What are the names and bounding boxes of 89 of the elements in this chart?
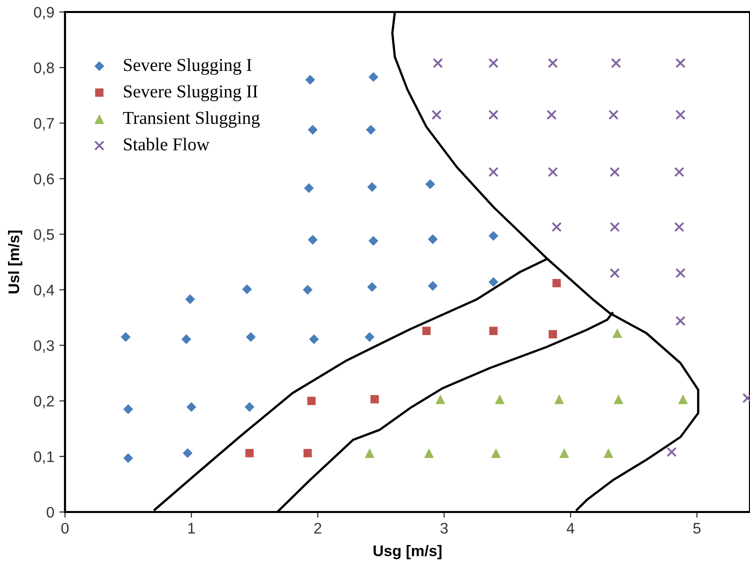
point	[304, 183, 314, 194]
point	[559, 448, 570, 458]
point	[436, 394, 446, 404]
point	[364, 448, 374, 458]
y-tick-label: 0,8	[34, 62, 54, 76]
point	[307, 396, 316, 406]
point	[367, 282, 378, 292]
legend-label: Transient Slugging	[123, 111, 260, 128]
y-tick-label: 0,3	[34, 340, 54, 353]
point	[422, 326, 431, 336]
point	[303, 448, 312, 458]
point	[305, 74, 316, 85]
point	[428, 234, 438, 244]
y-tick-label: 0,6	[34, 174, 54, 186]
y-tick-label: 0,1	[34, 451, 54, 464]
x-tick-label: 5	[693, 522, 701, 534]
point	[431, 110, 442, 120]
point	[675, 110, 686, 120]
point	[123, 404, 134, 414]
point	[424, 448, 434, 458]
point	[428, 280, 438, 291]
point	[367, 182, 378, 192]
point	[488, 277, 498, 287]
legend-label: Severe Slugging II	[124, 84, 258, 102]
y-tick-label: 0,4	[34, 284, 54, 298]
point	[308, 124, 318, 135]
point	[610, 222, 620, 232]
y-tick-label: 0,5	[34, 229, 54, 242]
point	[674, 166, 684, 178]
y-tick-label: 0,7	[34, 118, 54, 131]
point	[675, 268, 686, 278]
point	[546, 110, 557, 120]
point	[608, 110, 619, 120]
point	[246, 332, 256, 342]
point	[488, 166, 499, 178]
x-tick-label: 2	[314, 522, 322, 534]
point	[186, 402, 196, 412]
point	[488, 58, 499, 68]
legend-label: Stable Flow	[124, 138, 210, 150]
point	[181, 334, 192, 344]
point	[309, 334, 319, 344]
point	[612, 328, 622, 338]
point	[245, 448, 254, 458]
point	[432, 58, 443, 68]
y-tick-label: 0,2	[34, 396, 54, 408]
point	[675, 58, 686, 68]
point	[610, 166, 620, 178]
point	[548, 166, 558, 178]
point	[666, 446, 677, 458]
point	[308, 234, 318, 245]
x-tick-label: 0	[61, 522, 69, 534]
point	[675, 316, 686, 326]
legend-label: Severe Slugging I	[124, 58, 252, 75]
point	[370, 395, 379, 404]
point	[488, 230, 498, 241]
point	[364, 332, 374, 342]
point	[552, 278, 561, 288]
point	[302, 284, 313, 295]
point	[548, 58, 558, 68]
point	[368, 72, 378, 82]
point	[182, 448, 192, 458]
point	[678, 394, 688, 404]
point	[610, 268, 620, 278]
point	[489, 326, 498, 336]
point	[185, 294, 196, 304]
point	[366, 124, 376, 135]
point	[120, 332, 131, 342]
point	[425, 179, 436, 190]
point	[244, 402, 254, 412]
point	[494, 394, 505, 404]
point	[610, 58, 622, 68]
point	[548, 330, 558, 338]
point	[123, 453, 134, 464]
point	[368, 236, 378, 246]
y-axis-title: Usl [m/s]	[8, 230, 22, 294]
x-tick-label: 4	[566, 522, 574, 534]
x-tick-label: 1	[188, 522, 195, 534]
x-axis-title: Usg [m/s]	[374, 544, 442, 560]
y-tick-label: 0	[46, 506, 54, 518]
y-tick-label: 0,9	[34, 6, 54, 20]
point	[488, 110, 499, 120]
x-tick-label: 3	[440, 522, 448, 534]
point	[552, 222, 562, 232]
point	[491, 448, 501, 458]
point	[614, 394, 624, 404]
point	[554, 394, 564, 404]
point	[674, 222, 684, 232]
point	[242, 284, 252, 294]
point	[604, 448, 614, 458]
